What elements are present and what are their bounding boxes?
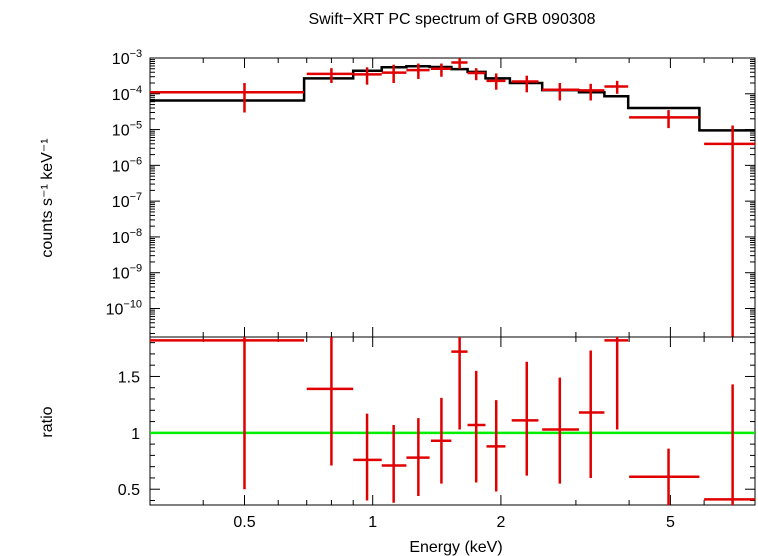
ratio-y-tick-label: 1 xyxy=(131,426,140,443)
model-step-line xyxy=(150,64,755,132)
chart-title: Swift−XRT PC spectrum of GRB 090308 xyxy=(308,11,595,28)
spectrum-data-point xyxy=(150,83,305,113)
ratio-frame xyxy=(149,336,756,506)
x-tick-label: 5 xyxy=(666,514,675,531)
ratio-data-point xyxy=(306,337,354,466)
spectrum-data-point xyxy=(629,110,700,129)
ratio-data-point xyxy=(467,370,486,483)
spectrum-y-tick-label: 10−4 xyxy=(112,84,142,104)
spectrum-data-point xyxy=(406,63,430,79)
ratio-y-tick-label: 1.5 xyxy=(118,369,140,386)
spectrum-data-point xyxy=(430,63,452,77)
spectrum-data-point xyxy=(353,67,382,85)
ratio-data-point xyxy=(406,418,430,496)
ratio-data-point xyxy=(704,384,755,505)
spectrum-data-point xyxy=(306,68,354,84)
spectrum-y-tick-label: 10−8 xyxy=(112,227,142,247)
bottom-y-axis-label: ratio xyxy=(39,406,56,437)
spectrum-data-point xyxy=(467,68,486,81)
ratio-data-point xyxy=(451,337,468,430)
ratio-data-point xyxy=(486,400,506,492)
ratio-data-point xyxy=(381,424,407,503)
spectrum-data-point xyxy=(604,80,629,94)
spectrum-y-tick-label: 10−9 xyxy=(112,263,142,283)
spectrum-y-tick-label: 10−10 xyxy=(106,299,142,319)
x-tick-label: 1 xyxy=(368,514,377,531)
ratio-data-point xyxy=(542,377,579,484)
spectrum-y-tick-label: 10−7 xyxy=(112,191,142,211)
ratio-data-point xyxy=(604,337,629,430)
top-y-axis-label: counts s⁻¹ keV⁻¹ xyxy=(39,138,56,257)
spectrum-data-point xyxy=(381,64,407,84)
spectrum-panel: 10−3 10−4 10−5 10−6 10−7 10−8 10−9 10−10 xyxy=(106,48,756,338)
spectrum-y-tick-label: 10−5 xyxy=(112,120,142,140)
spectrum-data-point xyxy=(704,125,755,337)
spectrum-y-tick-label: 10−3 xyxy=(112,48,142,68)
ratio-data-point xyxy=(511,361,539,476)
spectrum-data-point xyxy=(578,83,605,101)
x-tick-label: 0.5 xyxy=(233,514,255,531)
x-tick-label: 2 xyxy=(496,514,505,531)
ratio-data-point xyxy=(430,397,452,484)
spectrum-data-point xyxy=(542,83,579,101)
ratio-y-tick-label: 0.5 xyxy=(118,482,140,499)
spectrum-y-tick-label: 10−6 xyxy=(112,155,142,175)
ratio-data-point xyxy=(150,337,305,490)
spectrum-data-point xyxy=(511,75,539,93)
ratio-data-point xyxy=(578,350,605,478)
ratio-data-point xyxy=(353,413,382,501)
x-axis-label: Energy (keV) xyxy=(409,539,502,556)
spectrum-data-point xyxy=(486,73,506,90)
ratio-panel: 0.5 1 2 5 0.5 1 1.5 xyxy=(118,336,756,531)
spectrum-data-point xyxy=(451,58,468,69)
ratio-data-point xyxy=(629,448,700,505)
